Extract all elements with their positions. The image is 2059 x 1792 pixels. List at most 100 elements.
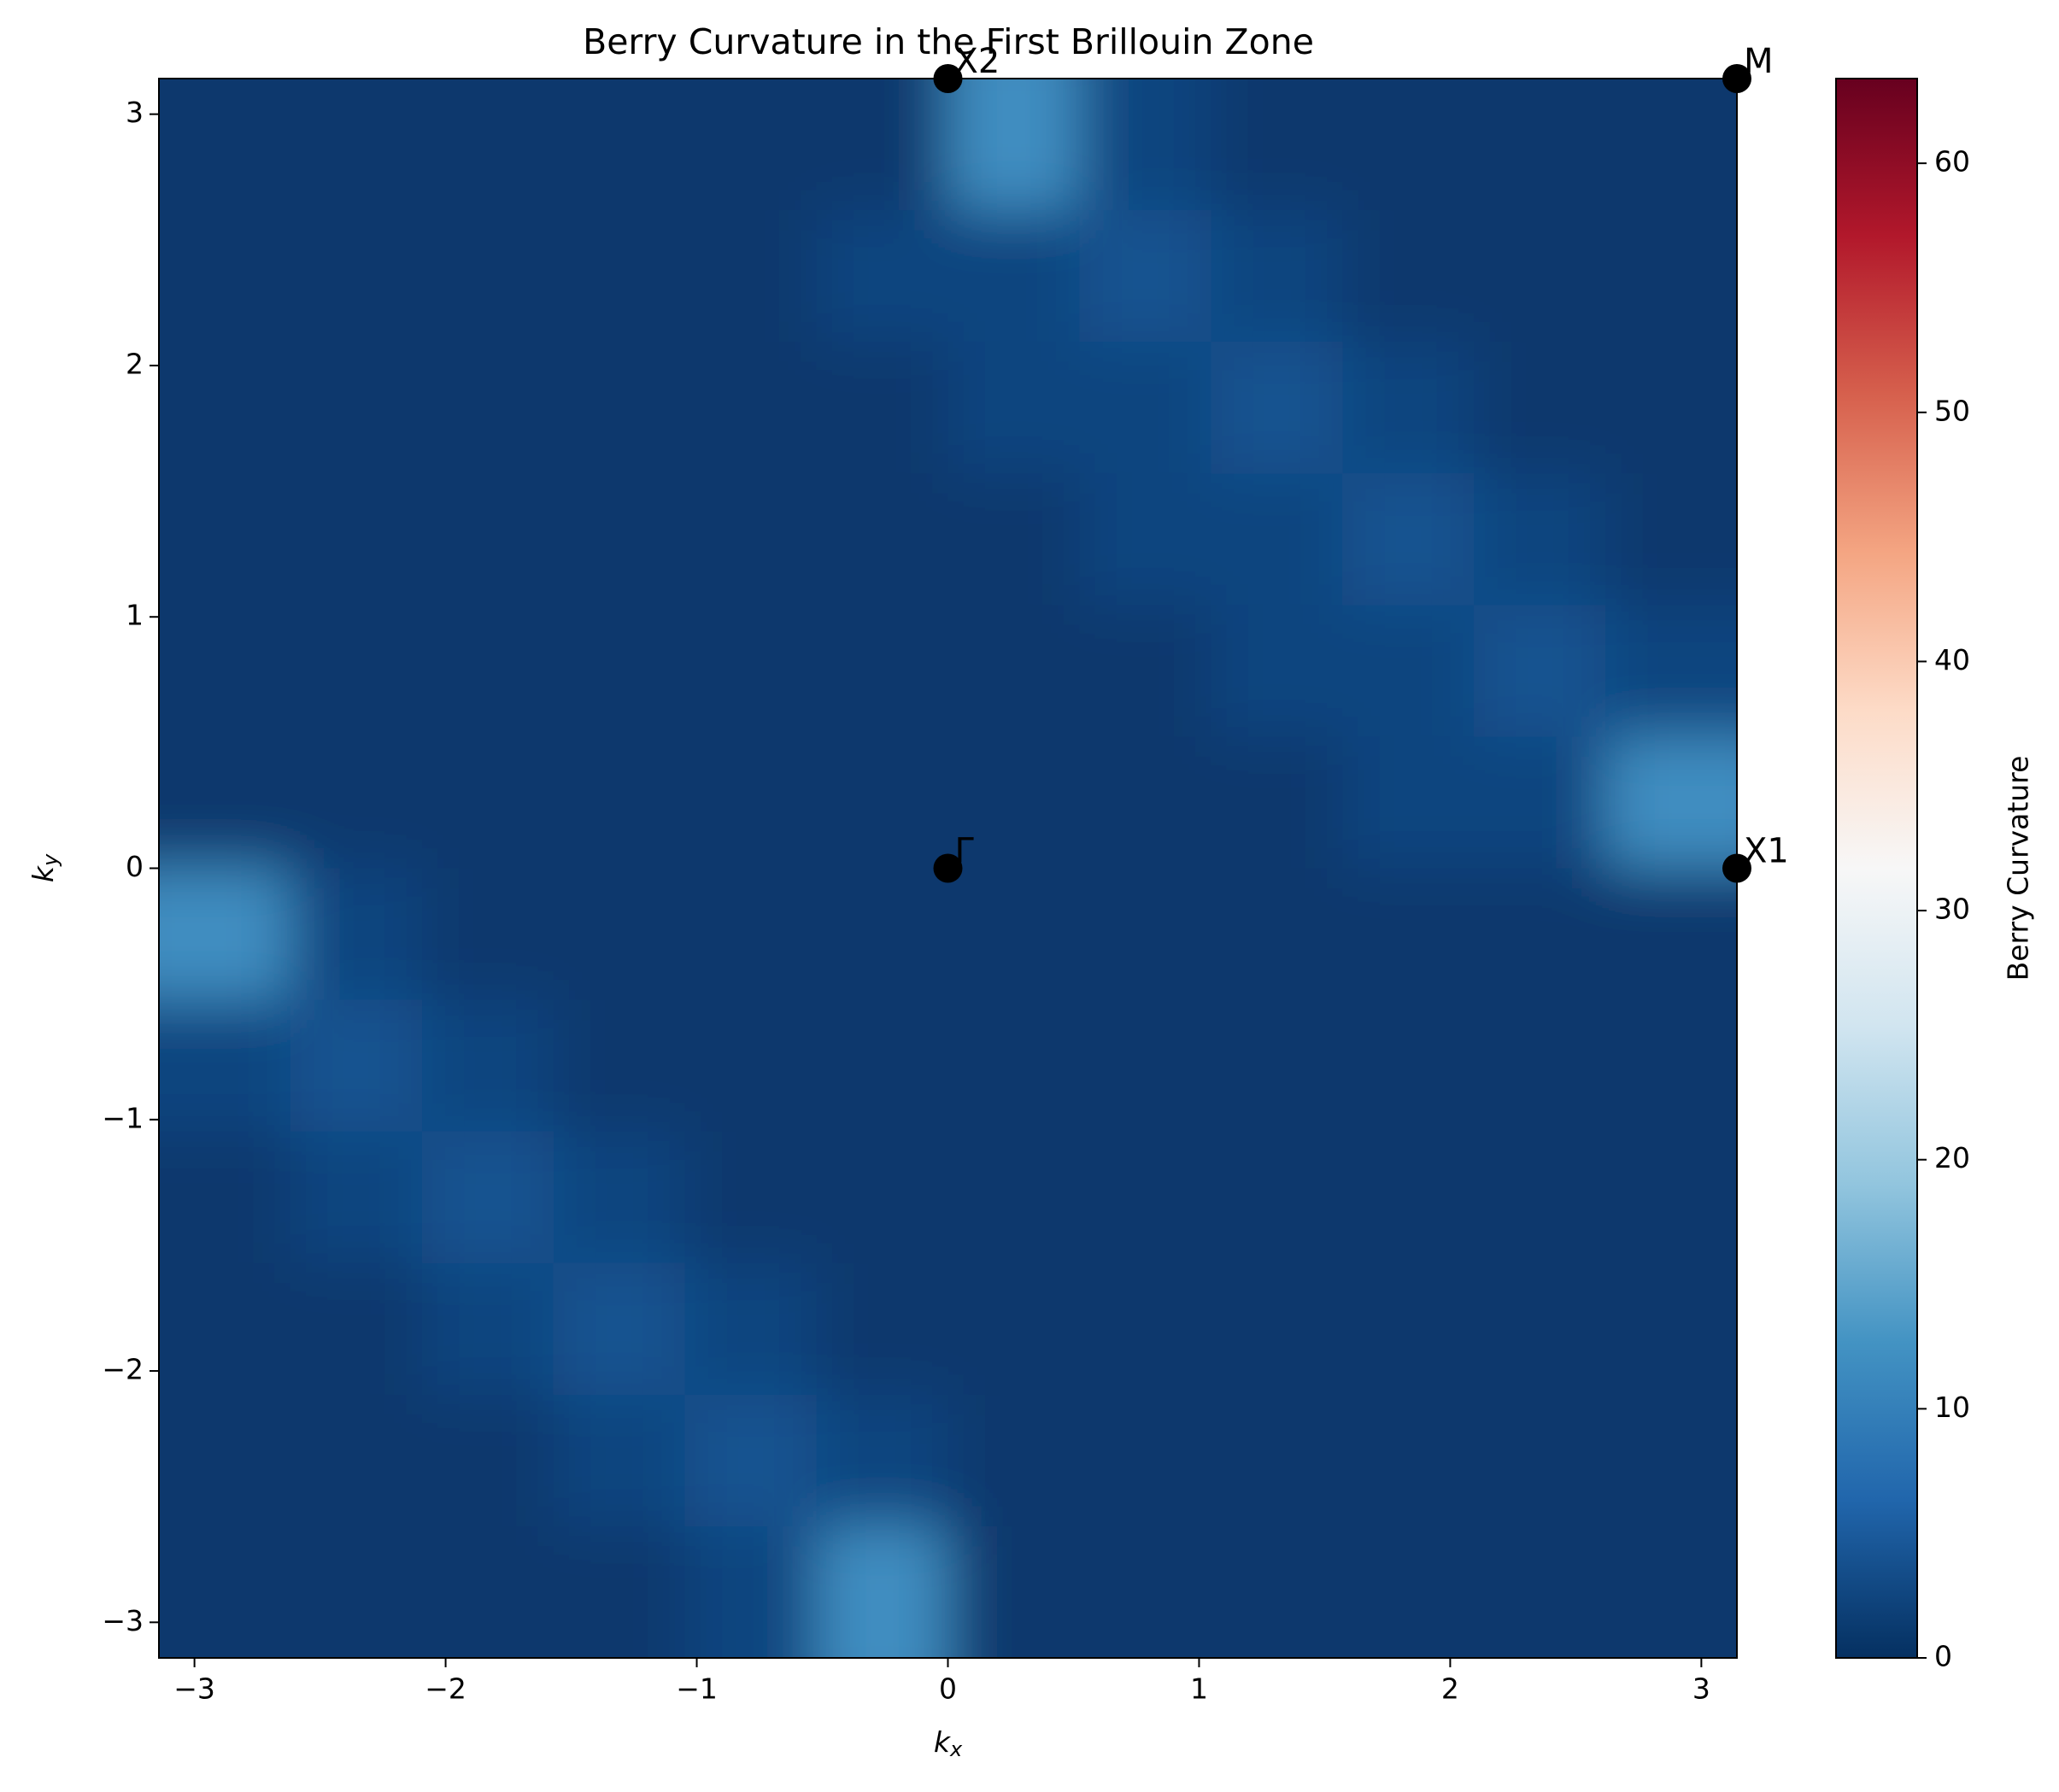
heatmap-cell [1211, 1394, 1344, 1527]
heatmap-cell [159, 473, 291, 606]
heatmap-cell [816, 342, 949, 475]
x-tick-label: −1 [676, 1672, 718, 1706]
heatmap-cell [290, 342, 423, 475]
colorbar [1835, 78, 1918, 1659]
heatmap-cell [947, 79, 1081, 212]
heatmap-cell [1079, 1394, 1212, 1527]
heatmap-cell [290, 999, 423, 1133]
heatmap-cell [421, 79, 554, 212]
heatmap-cell [1211, 736, 1344, 870]
heatmap-cell [553, 868, 686, 1001]
heatmap-cell [290, 605, 423, 738]
heatmap-cell [947, 736, 1081, 870]
heatmap-cell [1474, 999, 1607, 1133]
y-tick-label: 2 [126, 347, 144, 380]
heatmap-cell [553, 605, 686, 738]
y-tick-label: −3 [102, 1604, 144, 1637]
heatmap-cell [553, 999, 686, 1133]
heatmap-cell [1342, 868, 1475, 1001]
heatmap-cell [290, 210, 423, 343]
heatmap-cell [1474, 473, 1607, 606]
heatmap-cell [1605, 79, 1737, 212]
heatmap-cell [553, 342, 686, 475]
point-label: M [1744, 42, 1774, 81]
heatmap-cell [290, 868, 423, 1001]
heatmap-cell [1211, 868, 1344, 1001]
heatmap-cell [1342, 473, 1475, 606]
heatmap-cell [816, 79, 949, 212]
heatmap-cell [947, 210, 1081, 343]
heatmap-cell [553, 1131, 686, 1264]
heatmap-cell [421, 1131, 554, 1264]
heatmap-cell [1474, 1262, 1607, 1396]
x-axis-label: kx [934, 1725, 963, 1762]
heatmap-cell [1079, 473, 1212, 606]
heatmap-cell [1605, 868, 1737, 1001]
heatmap-cell [1605, 473, 1737, 606]
heatmap-cell [421, 210, 554, 343]
y-tick-label: 0 [126, 850, 144, 883]
heatmap-cell [290, 473, 423, 606]
heatmap-cell [1605, 1262, 1737, 1396]
point-label: X2 [955, 42, 1000, 81]
heatmap-cell [159, 605, 291, 738]
heatmap-cell [816, 1262, 949, 1396]
x-tick-label: −3 [173, 1672, 215, 1706]
heatmap-cell [1211, 999, 1344, 1133]
x-tick-label: −2 [425, 1672, 466, 1706]
heatmap-cell [947, 1262, 1081, 1396]
y-tick-label: 1 [126, 599, 144, 632]
heatmap-cell [1211, 1526, 1344, 1658]
colorbar-tick-label: 40 [1934, 643, 1970, 676]
heatmap-cell [1079, 342, 1212, 475]
heatmap-cell [1342, 605, 1475, 738]
heatmap-cell [684, 999, 818, 1133]
heatmap-cell [1605, 1131, 1737, 1264]
heatmap-cell [816, 605, 949, 738]
heatmap-cell [1474, 868, 1607, 1001]
heatmap-cell [1342, 1394, 1475, 1527]
heatmap-cell [553, 736, 686, 870]
x-tick-label: 1 [1190, 1672, 1208, 1706]
heatmap-cell [159, 736, 291, 870]
heatmap-cell [684, 342, 818, 475]
heatmap-cell [947, 1394, 1081, 1527]
heatmap-cell [1605, 736, 1737, 870]
heatmap-cell [1342, 342, 1475, 475]
heatmap-cell [684, 79, 818, 212]
heatmap-cell [553, 210, 686, 343]
point-label: Γ [955, 832, 975, 871]
heatmap-cell [1079, 999, 1212, 1133]
heatmap-cell [421, 605, 554, 738]
symmetry-point [1722, 64, 1751, 93]
symmetry-point [933, 64, 963, 93]
heatmap-cell [1079, 79, 1212, 212]
x-tick-label: 2 [1441, 1672, 1459, 1706]
heatmap-cell [421, 342, 554, 475]
heatmap-cell [1605, 999, 1737, 1133]
heatmap-cell [159, 210, 291, 343]
heatmap-cell [816, 868, 949, 1001]
heatmap-cell [1342, 1131, 1475, 1264]
heatmap-cell [1079, 605, 1212, 738]
heatmap-cell [1079, 1131, 1212, 1264]
colorbar-tick-label: 10 [1934, 1391, 1970, 1424]
heatmap-cell [159, 79, 291, 212]
colorbar-tick-label: 60 [1934, 145, 1970, 179]
heatmap-cell [1211, 1262, 1344, 1396]
heatmap-cell [1605, 605, 1737, 738]
heatmap-cell [947, 1131, 1081, 1264]
y-tick-label: 3 [126, 96, 144, 129]
heatmap-cell [947, 999, 1081, 1133]
x-tick-label: 0 [939, 1672, 957, 1706]
heatmap-cell [421, 999, 554, 1133]
heatmap-cell [1211, 1131, 1344, 1264]
heatmap-cell [553, 79, 686, 212]
colorbar-tick-label: 30 [1934, 893, 1970, 926]
heatmap-cell [816, 210, 949, 343]
chart-title: Berry Curvature in the First Brillouin Z… [583, 21, 1314, 62]
heatmap-cell [421, 736, 554, 870]
heatmap-cell [159, 868, 291, 1001]
heatmap-cell [159, 1526, 291, 1658]
